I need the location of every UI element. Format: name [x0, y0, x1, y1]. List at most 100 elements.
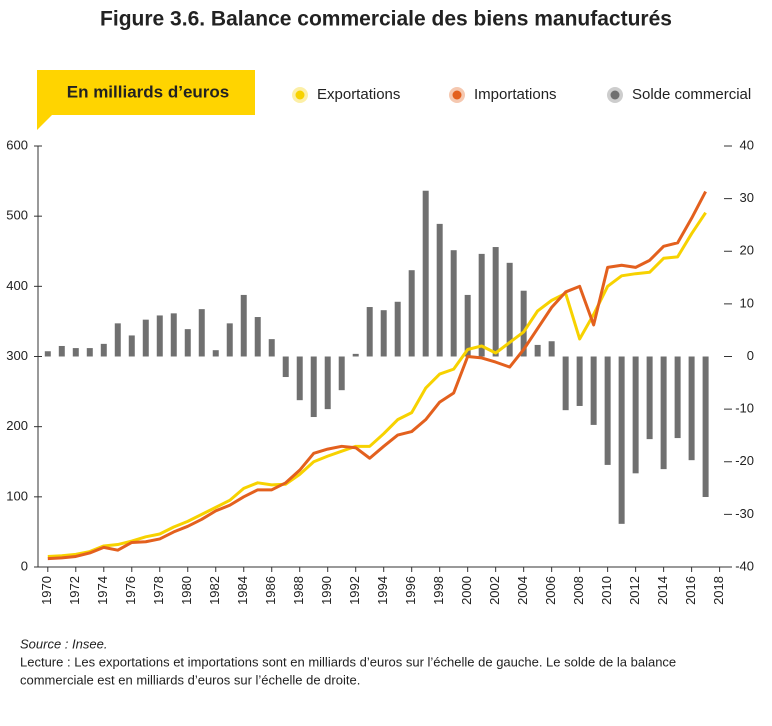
- x-tick-label: 1998: [431, 576, 446, 605]
- y2-tick-label: 0: [747, 348, 754, 363]
- bar: [520, 290, 527, 357]
- bar: [282, 356, 289, 378]
- x-tick-label: 1978: [151, 576, 166, 605]
- bar: [422, 190, 429, 357]
- bar: [646, 356, 653, 440]
- x-tick-label: 2014: [655, 576, 670, 605]
- x-tick-label: 1994: [375, 576, 390, 605]
- bar: [100, 343, 107, 357]
- bar: [506, 262, 513, 357]
- x-tick-label: 2012: [627, 576, 642, 605]
- legend-swatch: [452, 90, 462, 100]
- x-tick-label: 1990: [319, 576, 334, 605]
- bar: [58, 345, 65, 357]
- y-tick-label: 200: [6, 418, 28, 433]
- x-tick-label: 2006: [543, 576, 558, 605]
- x-tick-label: 2016: [683, 576, 698, 605]
- bar: [380, 310, 387, 357]
- x-tick-label: 2000: [459, 576, 474, 605]
- legend-swatch: [610, 90, 620, 100]
- y-tick-label: 600: [6, 137, 28, 152]
- x-tick-label: 1970: [39, 576, 54, 605]
- y2-tick-label: -20: [735, 453, 754, 468]
- y-tick-label: 300: [6, 348, 28, 363]
- bar: [548, 341, 555, 357]
- bar: [660, 356, 667, 470]
- bar: [240, 294, 247, 357]
- bar: [702, 356, 709, 498]
- bar: [226, 323, 233, 357]
- x-tick-label: 2010: [599, 576, 614, 605]
- bar: [324, 356, 331, 410]
- bar: [142, 319, 149, 357]
- bar: [184, 329, 191, 357]
- bar: [212, 350, 219, 357]
- y-tick-label: 400: [6, 278, 28, 293]
- x-tick-label: 1974: [95, 576, 110, 605]
- y-tick-label: 0: [21, 558, 28, 573]
- y2-tick-label: 20: [740, 243, 754, 258]
- bar: [436, 223, 443, 357]
- bar: [492, 247, 499, 357]
- x-tick-label: 1984: [235, 576, 250, 605]
- x-tick-label: 1982: [207, 576, 222, 605]
- legend-label: Importations: [474, 86, 557, 103]
- note: Lecture : Les exportations et importatio…: [20, 654, 676, 669]
- bar: [394, 301, 401, 357]
- bar: [534, 344, 541, 357]
- bar: [562, 356, 569, 411]
- bar: [128, 335, 135, 357]
- unit-box: [37, 70, 255, 130]
- bar: [576, 356, 583, 406]
- bar: [478, 253, 485, 357]
- legend-label: Exportations: [317, 86, 400, 103]
- x-tick-label: 1972: [67, 576, 82, 605]
- bar: [86, 348, 93, 357]
- x-tick-label: 1986: [263, 576, 278, 605]
- bar: [338, 356, 345, 391]
- bar: [310, 356, 317, 418]
- bar: [72, 348, 79, 357]
- chart-title: Figure 3.6. Balance commerciale des bien…: [100, 8, 672, 31]
- bar: [408, 270, 415, 357]
- unit-label: En milliards d’euros: [67, 82, 230, 101]
- legend-swatch: [295, 90, 305, 100]
- bar: [198, 309, 205, 357]
- line: [47, 190, 707, 561]
- x-tick-label: 2002: [487, 576, 502, 605]
- bar: [156, 315, 163, 357]
- bar: [114, 323, 121, 357]
- bar: [268, 339, 275, 357]
- note: commerciale est en milliards d’euros sur…: [20, 672, 360, 687]
- y2-tick-label: -30: [735, 506, 754, 521]
- y-tick-label: 100: [6, 488, 28, 503]
- bar: [618, 356, 625, 524]
- bar: [254, 317, 261, 357]
- x-tick-label: 2018: [711, 576, 726, 605]
- x-tick-label: 1996: [403, 576, 418, 605]
- x-tick-label: 1976: [123, 576, 138, 605]
- legend-label: Solde commercial: [632, 86, 751, 103]
- bar: [366, 307, 373, 357]
- x-tick-label: 2008: [571, 576, 586, 605]
- y2-tick-label: -40: [735, 558, 754, 573]
- y-tick-label: 500: [6, 208, 28, 223]
- bar: [632, 356, 639, 474]
- x-tick-label: 1980: [179, 576, 194, 605]
- y2-tick-label: 10: [740, 295, 754, 310]
- bar: [674, 356, 681, 439]
- y2-tick-label: 40: [740, 137, 754, 152]
- bar: [590, 356, 597, 425]
- x-tick-label: 2004: [515, 576, 530, 605]
- y2-tick-label: -10: [735, 401, 754, 416]
- x-tick-label: 1988: [291, 576, 306, 605]
- bar: [352, 353, 359, 357]
- bar: [464, 294, 471, 357]
- bar: [450, 250, 457, 357]
- y2-tick-label: 30: [740, 190, 754, 205]
- source: Source : Insee.: [20, 636, 107, 651]
- x-tick-label: 1992: [347, 576, 362, 605]
- bar: [170, 313, 177, 357]
- bar: [688, 356, 695, 461]
